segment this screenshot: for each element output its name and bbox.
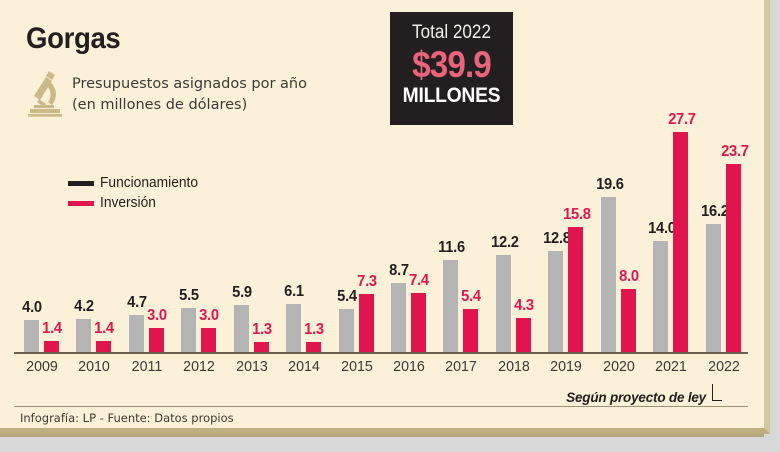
bar-value-inversion: 8.0 — [618, 267, 639, 285]
page-subtitle: Presupuestos asignados por año (en millo… — [72, 74, 307, 116]
projection-note: Según proyecto de ley — [566, 390, 706, 405]
bar-value-funcionamiento: 11.6 — [438, 239, 466, 257]
bar-funcionamiento[interactable] — [286, 303, 302, 352]
x-axis-tick-2020: 2020 — [602, 358, 635, 375]
bar-inversion[interactable] — [96, 340, 112, 352]
bar-value-inversion: 15.8 — [563, 205, 591, 223]
bar-funcionamiento[interactable] — [76, 318, 92, 352]
bar-value-inversion: 4.3 — [514, 296, 534, 314]
bar-inversion[interactable] — [253, 341, 269, 352]
legend-item-inversion: Inversión — [68, 194, 203, 212]
bar-inversion[interactable] — [515, 317, 531, 352]
bar-value-funcionamiento: 5.9 — [231, 284, 252, 302]
legend-item-funcionamiento: Funcionamiento — [68, 174, 203, 192]
bar-funcionamiento[interactable] — [128, 314, 144, 352]
bar-value-inversion: 23.7 — [720, 143, 749, 161]
bar-inversion[interactable] — [201, 328, 217, 352]
footer-divider — [14, 406, 748, 407]
bar-funcionamiento[interactable] — [495, 255, 511, 352]
bar-funcionamiento[interactable] — [391, 283, 406, 352]
subtitle-line-2: (en millones de dólares) — [72, 97, 248, 113]
bar-funcionamiento[interactable] — [233, 305, 249, 352]
x-axis-tick-2016: 2016 — [393, 358, 425, 375]
bar-value-funcionamiento: 8.7 — [389, 262, 409, 280]
bar-value-funcionamiento: 5.4 — [336, 288, 357, 306]
total-value: $39.9 — [412, 44, 492, 85]
bar-value-inversion: 1.3 — [251, 320, 272, 338]
projection-bracket-icon — [712, 384, 722, 401]
bar-inversion[interactable] — [568, 226, 584, 352]
bar-inversion[interactable] — [411, 293, 426, 352]
total-label: Total 2022 — [412, 22, 491, 43]
bar-value-funcionamiento: 12.2 — [490, 234, 519, 252]
card-surface: Gorgas Presupuestos asignados por año — [14, 12, 749, 425]
bar-value-inversion: 7.4 — [409, 272, 429, 290]
legend-swatch-funcionamiento — [68, 180, 94, 186]
x-axis-tick-2010: 2010 — [78, 358, 111, 375]
bar-funcionamiento[interactable] — [653, 241, 669, 352]
total-unit: MILLONES — [402, 84, 501, 107]
bar-value-funcionamiento: 4.0 — [22, 299, 42, 317]
x-axis-tick-2011: 2011 — [131, 358, 163, 375]
x-axis-tick-2022: 2022 — [707, 358, 740, 375]
page-title: Gorgas — [26, 22, 121, 55]
bar-funcionamiento[interactable] — [181, 308, 197, 352]
subtitle-line-1: Presupuestos asignados por año — [72, 76, 307, 92]
bar-inversion[interactable] — [44, 340, 59, 352]
bar-value-funcionamiento: 4.7 — [127, 293, 147, 311]
x-axis-tick-2012: 2012 — [183, 358, 216, 375]
bar-value-funcionamiento: 16.2 — [700, 202, 729, 220]
bar-value-funcionamiento: 14.0 — [648, 220, 676, 237]
x-axis-labels: 2009 2010 2011 2012 2013 2014 2015 2016 2017 2018… — [14, 358, 748, 380]
x-axis-tick-2019: 2019 — [550, 358, 583, 375]
bar-funcionamiento[interactable] — [548, 250, 564, 352]
bar-value-inversion: 1.4 — [42, 319, 62, 337]
bar-value-inversion: 5.4 — [461, 288, 482, 306]
x-axis-tick-2009: 2009 — [26, 358, 58, 375]
bar-value-funcionamiento: 19.6 — [595, 175, 624, 193]
bar-inversion[interactable] — [358, 294, 374, 352]
x-axis-tick-2018: 2018 — [497, 358, 530, 375]
bar-chart-plot: 4.0 1.4 4.2 1.4 4.7 3.0 5.5 3.0 5.9 1.3 6.1 1.3 5.4 7… — [14, 111, 749, 352]
bar-inversion[interactable] — [620, 288, 636, 352]
infographic-card: Gorgas Presupuestos asignados por año — [0, 0, 770, 437]
bar-funcionamiento[interactable] — [338, 309, 354, 352]
bar-value-inversion: 27.7 — [668, 111, 696, 129]
bar-value-funcionamiento: 5.5 — [179, 287, 200, 305]
bar-inversion[interactable] — [725, 164, 741, 352]
bar-value-inversion: 3.0 — [147, 307, 167, 325]
x-axis-tick-2013: 2013 — [235, 358, 268, 375]
bar-inversion[interactable] — [673, 132, 689, 352]
bar-value-funcionamiento: 6.1 — [284, 282, 304, 300]
bar-value-inversion: 7.3 — [356, 273, 377, 291]
bar-inversion[interactable] — [306, 341, 322, 352]
x-axis-tick-2014: 2014 — [288, 358, 320, 375]
bar-funcionamiento[interactable] — [443, 260, 459, 352]
bar-inversion[interactable] — [463, 309, 479, 352]
x-axis-tick-2017: 2017 — [445, 358, 478, 375]
chart-legend: Funcionamiento Inversión — [68, 174, 203, 214]
bar-value-inversion: 1.4 — [94, 319, 115, 337]
bar-inversion[interactable] — [148, 328, 164, 352]
bar-funcionamiento[interactable] — [600, 196, 616, 352]
footer-credit: Infografía: LP - Fuente: Datos propios — [20, 411, 234, 425]
card-shadow — [0, 434, 764, 437]
x-axis-tick-2015: 2015 — [340, 358, 373, 375]
chart-baseline — [14, 352, 748, 354]
total-callout-box: Total 2022 $39.9 MILLONES — [390, 12, 513, 125]
x-axis-tick-2021: 2021 — [655, 358, 687, 375]
bar-value-inversion: 3.0 — [199, 307, 220, 325]
legend-label-funcionamiento: Funcionamiento — [100, 175, 199, 191]
bar-value-inversion: 1.3 — [304, 320, 324, 338]
microscope-icon — [22, 68, 68, 120]
bar-value-funcionamiento: 12.8 — [543, 229, 571, 247]
legend-label-inversion: Inversión — [100, 195, 156, 211]
bar-funcionamiento[interactable] — [24, 320, 39, 352]
bar-value-funcionamiento: 4.2 — [74, 297, 95, 315]
legend-swatch-inversion — [68, 200, 94, 206]
bar-funcionamiento[interactable] — [705, 223, 721, 352]
